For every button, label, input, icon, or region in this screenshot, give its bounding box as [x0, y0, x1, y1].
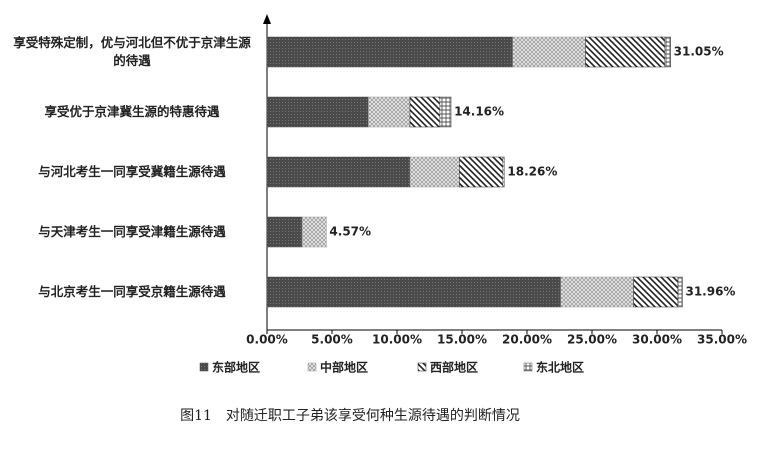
total-label: 31.96% — [685, 285, 735, 299]
bar-segment — [585, 36, 666, 68]
bar-segment — [502, 156, 505, 188]
bar-segment — [266, 276, 562, 308]
x-tick-label: 30.00% — [632, 333, 682, 347]
x-tick-label: 20.00% — [502, 333, 552, 347]
x-tick-label: 10.00% — [372, 333, 422, 347]
x-tick-label: 25.00% — [567, 333, 617, 347]
total-label: 4.57% — [329, 225, 371, 239]
legend-swatch — [523, 362, 533, 372]
bar-segment — [266, 96, 369, 128]
x-tick-label: 0.00% — [246, 333, 288, 347]
total-label: 31.05% — [674, 45, 724, 59]
category-label: 享受特殊定制，优与河北但不优于京津生源的待遇 — [13, 35, 251, 68]
bar-segment — [677, 276, 683, 308]
bar-segment — [459, 156, 504, 188]
category-label: 与河北考生一同享受冀籍生源待遇 — [38, 164, 226, 179]
x-tick-label: 5.00% — [311, 333, 353, 347]
legend-label: 西部地区 — [430, 360, 478, 375]
legend-label: 东北地区 — [536, 360, 584, 375]
bar-segment — [560, 276, 634, 308]
bar-segment — [409, 156, 460, 188]
x-tick-label: 35.00% — [697, 333, 747, 347]
caption: 图11 对随迁职工子弟该享受何种生源待遇的判断情况 — [180, 407, 520, 424]
legend-label: 东部地区 — [212, 360, 260, 375]
bar-segment — [633, 276, 679, 308]
category-label: 享受优于京津冀生源的特惠待遇 — [44, 104, 220, 119]
category-label: 与北京考生一同享受京籍生源待遇 — [38, 284, 226, 299]
total-label: 14.16% — [454, 105, 504, 119]
bar-segment — [664, 36, 671, 68]
bar-segment — [266, 156, 411, 188]
axis-arrow — [263, 14, 271, 24]
bar-segment — [301, 216, 327, 248]
legend-label: 中部地区 — [320, 360, 368, 375]
category-label: 与天津考生一同享受津籍生源待遇 — [38, 224, 226, 239]
bar-segment — [266, 36, 513, 68]
bar-segment — [266, 216, 303, 248]
total-label: 18.26% — [507, 165, 557, 179]
x-tick-label: 15.00% — [437, 333, 487, 347]
bar-segment — [368, 96, 411, 128]
bar-segment — [439, 96, 452, 128]
bar-segment — [409, 96, 441, 128]
legend-swatch — [199, 362, 209, 372]
legend-swatch — [417, 362, 427, 372]
legend-swatch — [307, 362, 317, 372]
bar-segment — [512, 36, 586, 68]
